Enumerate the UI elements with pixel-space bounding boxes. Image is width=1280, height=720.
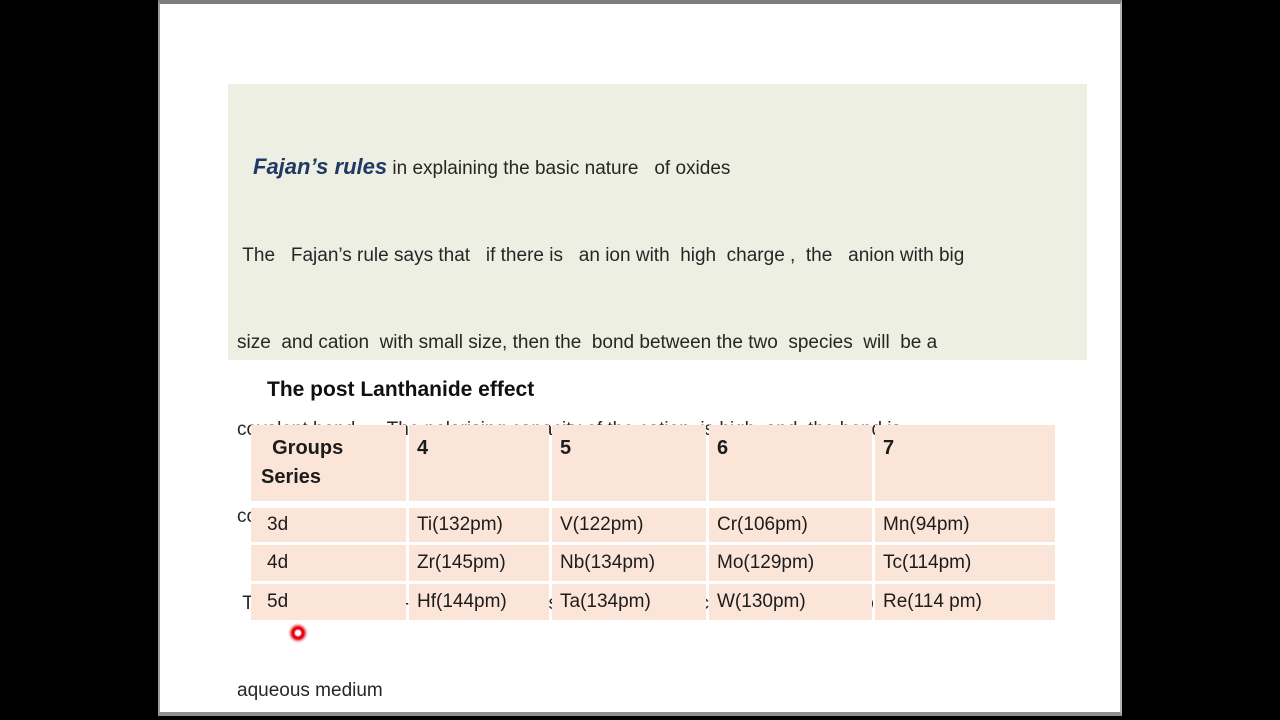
table-header-groups-series: Groups Series bbox=[251, 425, 406, 501]
table-cell: Cr(106pm) bbox=[709, 508, 872, 542]
table-header-group-4: 4 bbox=[409, 425, 549, 501]
table-header-group-5: 5 bbox=[552, 425, 706, 501]
row-label-4d: 4d bbox=[251, 545, 406, 581]
laser-pointer-dot bbox=[288, 623, 308, 643]
textbox-title-line: Fajan’s rules in explaining the basic na… bbox=[237, 152, 1079, 183]
atomic-radii-table: Groups Series 4 5 6 7 3d Ti(132pm) V(122… bbox=[251, 425, 1055, 620]
table-cell: Zr(145pm) bbox=[409, 545, 549, 581]
fajans-rules-title: Fajan’s rules bbox=[253, 154, 388, 179]
textbox-line: aqueous medium bbox=[237, 680, 383, 701]
table-header-group-7: 7 bbox=[875, 425, 1055, 501]
row-label-5d: 5d bbox=[251, 584, 406, 620]
table-cell: Nb(134pm) bbox=[552, 545, 706, 581]
table-cell: Hf(144pm) bbox=[409, 584, 549, 620]
table-cell: Mo(129pm) bbox=[709, 545, 872, 581]
table-cell: Re(114 pm) bbox=[875, 584, 1055, 620]
table-cell: Ti(132pm) bbox=[409, 508, 549, 542]
table-header-group-6: 6 bbox=[709, 425, 872, 501]
table-cell: V(122pm) bbox=[552, 508, 706, 542]
row-label-3d: 3d bbox=[251, 508, 406, 542]
table-cell: W(130pm) bbox=[709, 584, 872, 620]
textbox-line: The Fajan’s rule says that if there is a… bbox=[237, 245, 965, 266]
title-line-rest: in explaining the basic nature of oxides bbox=[387, 158, 731, 179]
presentation-slide: Fajan’s rules in explaining the basic na… bbox=[158, 0, 1122, 716]
table-cell: Mn(94pm) bbox=[875, 508, 1055, 542]
table-body: 3d Ti(132pm) V(122pm) Cr(106pm) Mn(94pm)… bbox=[251, 508, 1055, 620]
fajans-rules-textbox: Fajan’s rules in explaining the basic na… bbox=[228, 84, 1087, 701]
table-header-row: Groups Series 4 5 6 7 bbox=[251, 425, 1055, 501]
table-cell: Ta(134pm) bbox=[552, 584, 706, 620]
table-cell: Tc(114pm) bbox=[875, 545, 1055, 581]
section-heading: The post Lanthanide effect bbox=[267, 378, 535, 401]
textbox-line: size and cation with small size, then th… bbox=[237, 332, 938, 353]
